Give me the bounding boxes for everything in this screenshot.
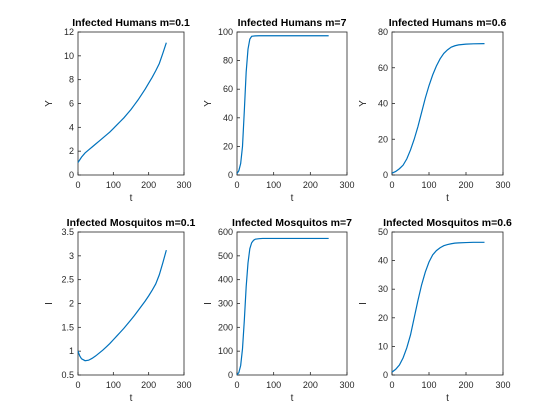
y-tick-label: 1.5	[61, 322, 74, 332]
x-tick-label: 0	[75, 180, 80, 190]
y-tick-label: 30	[378, 284, 388, 294]
x-tick-label: 0	[389, 380, 394, 390]
x-axis-label: t	[446, 193, 449, 204]
y-tick-label: 0	[228, 370, 233, 380]
x-tick-label: 200	[141, 180, 156, 190]
y-tick-label: 1	[69, 346, 74, 356]
y-tick-label: 100	[218, 27, 233, 37]
y-axis-label: Y	[358, 100, 369, 107]
x-axis-label: t	[130, 193, 133, 204]
y-tick-label: 0	[383, 170, 388, 180]
x-tick-label: 0	[75, 380, 80, 390]
x-tick-label: 100	[266, 180, 281, 190]
series-line	[391, 241, 485, 373]
y-tick-label: 2	[69, 146, 74, 156]
x-tick-label: 100	[106, 180, 121, 190]
subplot-2: 0 100 200 300 0 20 40 60 80 100 Infected Humans m=…	[203, 17, 355, 204]
chart-title: Infected Mosquitos m=0.6	[383, 217, 512, 229]
y-tick-label: 10	[64, 51, 74, 61]
y-tick-label: 8	[69, 75, 74, 85]
y-tick-label: 40	[378, 256, 388, 266]
x-tick-label: 200	[141, 380, 156, 390]
x-axis-label: t	[291, 193, 294, 204]
x-tick-label: 300	[339, 180, 354, 190]
y-tick-label: 40	[223, 113, 233, 123]
series-line	[236, 237, 329, 376]
y-tick-label: 6	[69, 99, 74, 109]
y-tick-label: 80	[378, 27, 388, 37]
y-tick-label: 2	[69, 299, 74, 309]
x-axis-label: t	[446, 393, 449, 404]
chart-title: Infected Humans m=0.1	[72, 17, 190, 29]
x-tick-label: 100	[421, 380, 436, 390]
x-tick-label: 0	[389, 180, 394, 190]
x-tick-label: 200	[458, 380, 473, 390]
y-tick-label: 3.5	[61, 227, 74, 237]
x-tick-label: 100	[421, 180, 436, 190]
y-tick-label: 12	[64, 27, 74, 37]
series-line	[77, 42, 167, 163]
y-axis-label: Y	[203, 100, 214, 107]
y-tick-label: 10	[378, 341, 388, 351]
y-tick-label: 0	[383, 370, 388, 380]
y-tick-label: 50	[378, 227, 388, 237]
y-tick-label: 20	[378, 313, 388, 323]
series-line	[236, 35, 329, 174]
y-tick-label: 2.5	[61, 275, 74, 285]
axes-box	[236, 231, 348, 376]
series-line	[77, 249, 167, 362]
y-tick-label: 20	[378, 134, 388, 144]
y-tick-label: 40	[378, 99, 388, 109]
axes-box	[236, 31, 348, 176]
y-axis-label: I	[358, 302, 369, 305]
y-tick-label: 0	[228, 170, 233, 180]
y-tick-label: 3	[69, 251, 74, 261]
y-tick-label: 0.5	[61, 370, 74, 380]
y-tick-label: 600	[218, 227, 233, 237]
y-tick-label: 60	[223, 84, 233, 94]
x-tick-label: 100	[266, 380, 281, 390]
x-tick-label: 200	[303, 180, 318, 190]
x-axis-label: t	[130, 393, 133, 404]
y-axis-label: I	[203, 302, 214, 305]
series-line	[391, 43, 485, 174]
x-axis-label: t	[291, 393, 294, 404]
x-tick-label: 200	[458, 180, 473, 190]
y-tick-label: 80	[223, 56, 233, 66]
y-tick-label: 100	[218, 346, 233, 356]
chart-title: Infected Mosquitos m=7	[232, 217, 352, 229]
x-tick-label: 300	[495, 380, 510, 390]
x-tick-label: 300	[495, 180, 510, 190]
y-tick-label: 4	[69, 122, 74, 132]
chart-title: Infected Mosquitos m=0.1	[67, 217, 196, 229]
y-tick-label: 0	[69, 170, 74, 180]
axes-box	[77, 31, 185, 176]
x-tick-label: 0	[234, 380, 239, 390]
y-tick-label: 400	[218, 275, 233, 285]
x-tick-label: 300	[339, 380, 354, 390]
x-tick-label: 200	[303, 380, 318, 390]
y-axis-label: Y	[44, 100, 55, 107]
x-tick-label: 100	[106, 380, 121, 390]
chart-title: Infected Humans m=0.6	[389, 17, 507, 29]
x-tick-label: 0	[234, 180, 239, 190]
y-tick-label: 60	[378, 63, 388, 73]
x-tick-label: 300	[176, 180, 191, 190]
axes-box	[77, 231, 185, 376]
y-axis-label: I	[44, 302, 55, 305]
y-tick-label: 500	[218, 251, 233, 261]
y-tick-label: 300	[218, 299, 233, 309]
axes-box	[391, 231, 504, 376]
y-tick-label: 200	[218, 322, 233, 332]
y-tick-label: 20	[223, 141, 233, 151]
x-tick-label: 300	[176, 380, 191, 390]
chart-title: Infected Humans m=7	[238, 17, 347, 29]
